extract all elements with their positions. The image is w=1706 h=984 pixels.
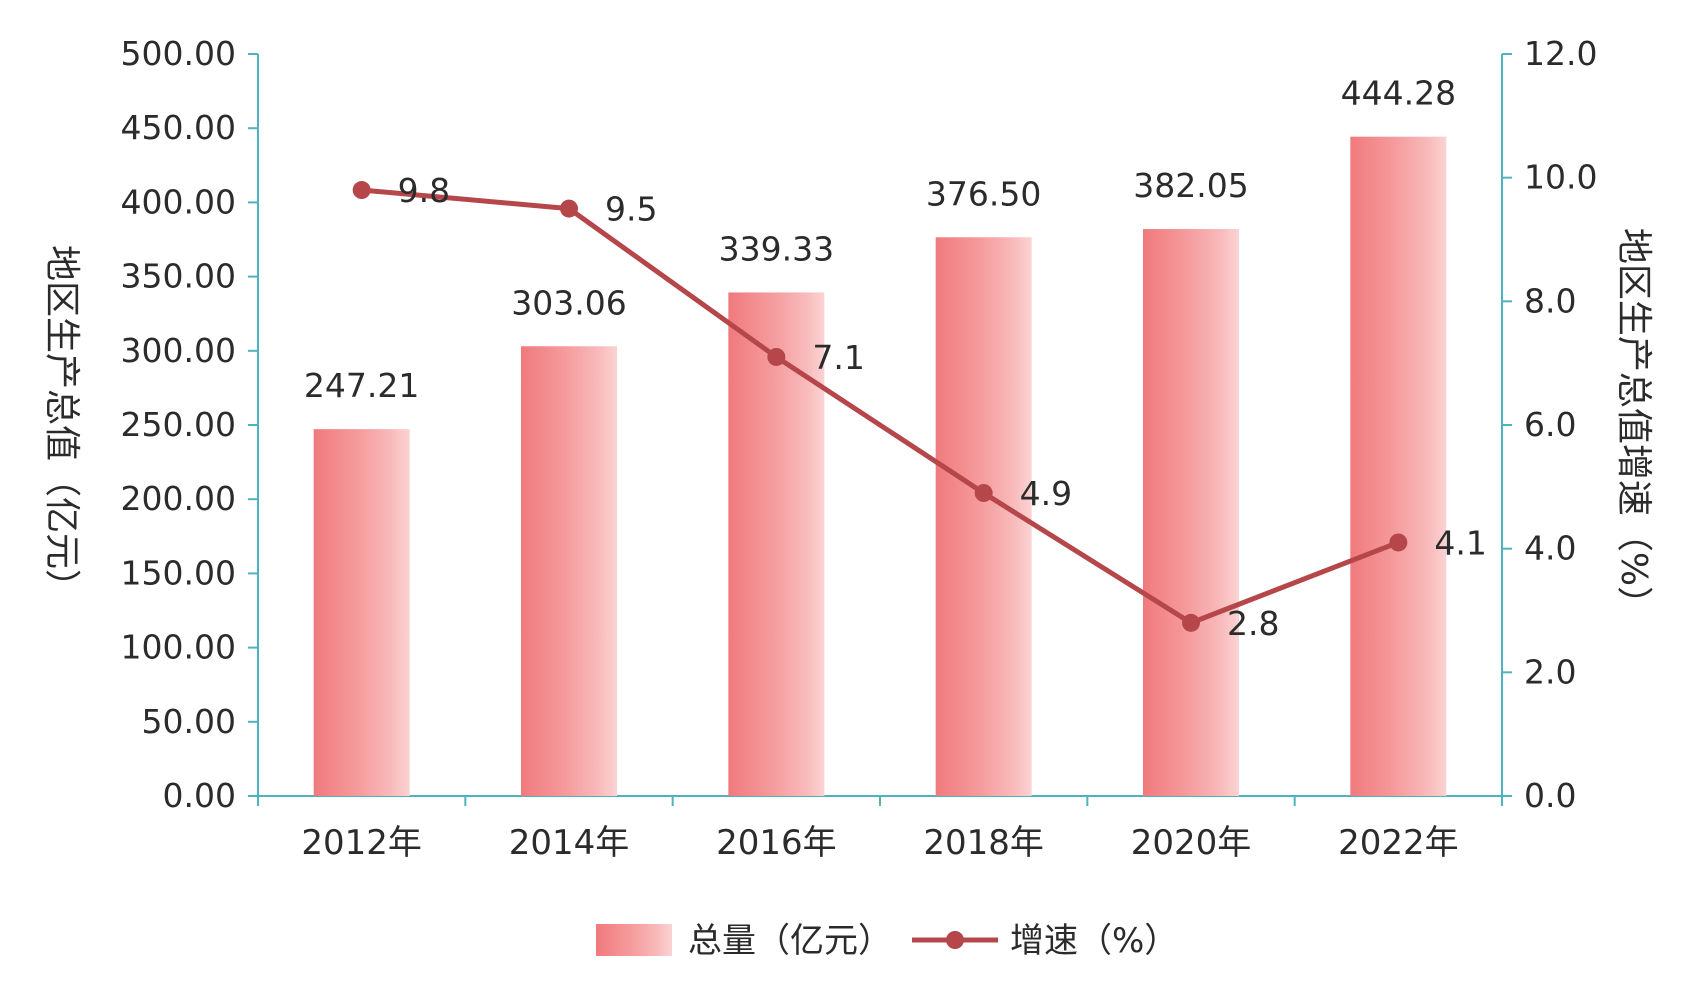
growth-line (361, 187, 1400, 626)
x-tick-label: 2012年 (301, 823, 422, 863)
line-point (767, 347, 786, 366)
right-tick-label: 12.0 (1524, 34, 1597, 73)
bar (935, 237, 1032, 797)
right-tick-label: 2.0 (1524, 652, 1576, 691)
bar-data-label: 444.28 (1341, 74, 1456, 113)
bar-data-label: 382.05 (1133, 166, 1248, 205)
line-data-label: 9.8 (398, 171, 450, 210)
legend-bar-swatch (596, 924, 672, 956)
right-axis-title: 地区生产总值增速（%） (1613, 228, 1654, 622)
bar-data-label: 376.50 (926, 174, 1041, 213)
left-tick-label: 200.00 (121, 479, 236, 518)
bar (313, 429, 410, 796)
line-point (352, 181, 371, 200)
left-tick-label: 400.00 (121, 182, 236, 221)
bar-series (313, 136, 1447, 797)
x-tick-label: 2020年 (1131, 823, 1252, 863)
left-tick-label: 50.00 (142, 702, 236, 741)
left-tick-label: 100.00 (121, 628, 236, 667)
x-tick-label: 2022年 (1338, 823, 1459, 863)
left-axis-title: 地区生产总值（亿元） (41, 245, 82, 605)
bar-data-label: 247.21 (304, 366, 419, 405)
bar (521, 346, 617, 796)
line-point (1182, 613, 1200, 632)
left-tick-label: 150.00 (121, 553, 236, 592)
right-tick-label: 0.0 (1524, 776, 1576, 815)
bar-data-label: 339.33 (719, 229, 834, 268)
x-tick-label: 2014年 (509, 823, 630, 863)
x-tick-label: 2016年 (716, 823, 837, 863)
line-series (352, 181, 1408, 632)
axes: 0.00 50.00 100.00 150.00 200.00 250.00 300.00 3… (121, 34, 1598, 863)
line-data-label: 2.8 (1227, 604, 1279, 643)
left-tick-label: 450.00 (121, 108, 236, 147)
right-tick-label: 6.0 (1524, 405, 1576, 444)
right-tick-label: 8.0 (1524, 281, 1576, 320)
data-labels: 247.21 303.06 339.33 376.50 382.05 444.28 9.8 9… (304, 74, 1487, 643)
line-data-label: 4.1 (1434, 523, 1486, 562)
legend-line-marker (946, 931, 964, 949)
x-tick-label: 2018年 (923, 823, 1044, 863)
legend: 总量（亿元） 增速（%） (596, 921, 1178, 961)
left-tick-label: 250.00 (121, 405, 236, 444)
line-point (560, 199, 578, 218)
line-data-label: 7.1 (812, 338, 864, 377)
bar (728, 292, 825, 796)
legend-bar-label: 总量（亿元） (688, 921, 892, 961)
left-tick-label: 300.00 (121, 331, 236, 370)
right-tick-label: 4.0 (1524, 529, 1576, 568)
line-data-label: 4.9 (1020, 474, 1072, 513)
line-point (1389, 533, 1408, 552)
left-tick-label: 0.00 (163, 776, 236, 815)
left-tick-label: 350.00 (121, 257, 236, 296)
legend-line-label: 增速（%） (1010, 921, 1178, 961)
left-tick-label: 500.00 (121, 34, 236, 73)
bar (1143, 229, 1239, 797)
line-point (974, 484, 993, 503)
bar (1350, 136, 1447, 796)
line-data-label: 9.5 (605, 190, 657, 229)
bar-data-label: 303.06 (511, 283, 626, 322)
right-tick-label: 10.0 (1524, 158, 1597, 197)
